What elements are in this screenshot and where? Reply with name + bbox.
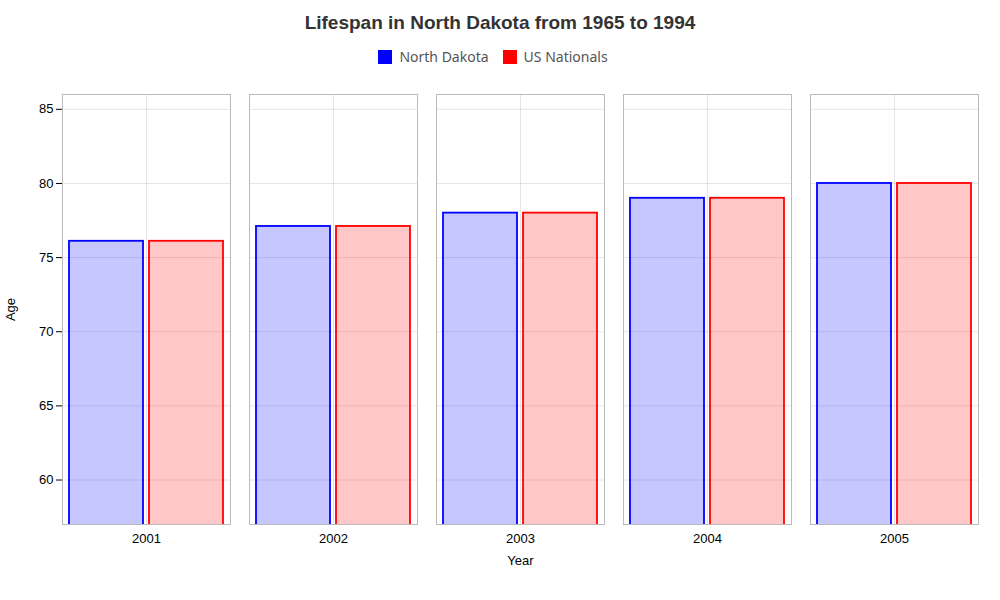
svg-text:2003: 2003 bbox=[506, 531, 535, 546]
svg-text:85: 85 bbox=[39, 101, 53, 116]
html-text:North Dakota: North Dakota bbox=[399, 47, 489, 66]
svg-text:75: 75 bbox=[39, 250, 53, 265]
svg-text:65: 65 bbox=[39, 398, 53, 413]
svg-text:70: 70 bbox=[39, 324, 53, 339]
svg-text:80: 80 bbox=[39, 176, 53, 191]
svg-text:2002: 2002 bbox=[319, 531, 348, 546]
html-text:US Nationals: US Nationals bbox=[523, 47, 608, 66]
svg-text:Year: Year bbox=[507, 553, 534, 568]
svg-text:2001: 2001 bbox=[132, 531, 161, 546]
svg-text:60: 60 bbox=[39, 472, 53, 487]
svg-text:2005: 2005 bbox=[880, 531, 909, 546]
html-text:Lifespan in North Dakota from: Lifespan in North Dakota from 1965 to 19… bbox=[304, 12, 696, 33]
svg-text:Age: Age bbox=[3, 298, 18, 321]
svg-text:2004: 2004 bbox=[693, 531, 722, 546]
